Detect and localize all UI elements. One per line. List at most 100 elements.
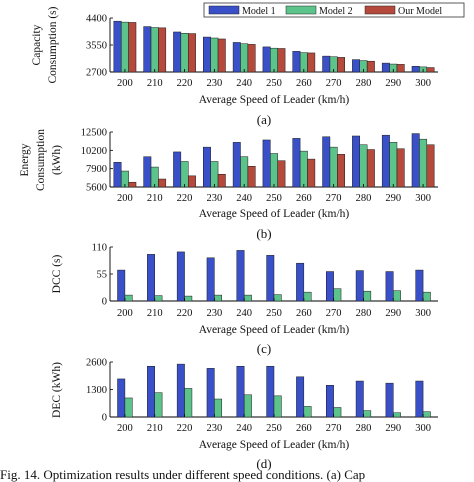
bar-model-1-210	[147, 254, 155, 302]
bar-model-1-270	[325, 385, 334, 418]
x-tick-label: 260	[296, 423, 312, 434]
x-tick-label: 300	[415, 193, 431, 204]
bar-our-model-280	[366, 60, 375, 73]
x-tick-label: 200	[117, 423, 133, 434]
x-axis-label: Average Speed of Leader (km/h)	[199, 208, 350, 220]
x-tick-label: 230	[206, 193, 222, 204]
legend-box	[203, 2, 465, 18]
x-tick-label: 280	[356, 308, 372, 319]
bar-model-2-220	[184, 295, 193, 302]
bar-model-1-220	[176, 251, 185, 302]
bar-model-1-240	[236, 365, 245, 418]
bar-model-2-250	[270, 153, 278, 188]
bar-model-2-290	[393, 290, 401, 302]
x-tick-label: 210	[147, 308, 163, 319]
legend-swatch-our-model	[364, 5, 396, 15]
bar-model-1-290	[385, 382, 394, 418]
bar-model-1-200	[113, 20, 122, 73]
bar-model-2-260	[303, 406, 312, 418]
x-tick-label: 230	[206, 308, 222, 319]
panel-label: (a)	[257, 112, 271, 127]
bar-model-1-280	[355, 380, 364, 418]
bar-model-2-200	[124, 397, 133, 418]
y-tick-label: 55	[97, 270, 108, 281]
bar-model-2-260	[299, 150, 308, 188]
bar-model-1-250	[266, 365, 275, 418]
bar-model-1-260	[292, 138, 301, 188]
bar-model-1-270	[322, 136, 331, 188]
x-tick-label: 280	[356, 193, 372, 204]
bar-our-model-240	[247, 166, 256, 188]
x-tick-label: 290	[385, 193, 401, 204]
y-tick-label: 110	[92, 243, 107, 254]
bar-model-1-260	[292, 51, 301, 73]
x-tick-label: 200	[117, 308, 133, 319]
bar-model-2-240	[240, 43, 249, 73]
bar-model-1-290	[385, 271, 394, 302]
bar-our-model-220	[187, 33, 196, 73]
x-tick-label: 270	[326, 308, 342, 319]
bar-model-1-290	[381, 62, 390, 73]
y-axis-label: Consumption	[35, 129, 47, 191]
bar-our-model-290	[396, 148, 405, 188]
bar-our-model-260	[307, 158, 316, 188]
bar-model-2-210	[154, 392, 163, 418]
y-axis-label: Consumption (s)	[47, 6, 59, 83]
bar-model-1-300	[415, 380, 424, 418]
figure-caption: Fig. 14. Optimization results under diff…	[0, 467, 365, 482]
x-tick-label: 290	[385, 423, 401, 434]
bar-model-2-280	[359, 144, 368, 188]
bar-model-2-240	[243, 294, 252, 302]
panel-label: (b)	[256, 226, 271, 241]
bar-model-1-290	[381, 134, 390, 188]
bar-model-2-200	[124, 294, 133, 302]
y-tick-label: 3550	[86, 41, 107, 52]
bar-model-1-240	[232, 42, 241, 73]
bar-model-2-300	[422, 291, 431, 302]
bar-our-model-260	[307, 52, 316, 73]
x-tick-label: 280	[356, 78, 372, 89]
bar-model-1-250	[262, 46, 271, 73]
legend-swatch-model-1	[208, 5, 240, 15]
x-tick-label: 300	[415, 423, 431, 434]
bar-model-1-210	[143, 156, 152, 188]
y-tick-label: 2600	[86, 358, 107, 369]
x-axis-label: Average Speed of Leader (km/h)	[199, 94, 350, 106]
bar-our-model-270	[337, 57, 345, 73]
bar-model-1-200	[117, 269, 126, 302]
bar-model-1-300	[411, 133, 420, 188]
chart-panel-2: 0 55 110 200 210 220 230 240 250 260 270 280 290 300 A…	[51, 243, 438, 356]
bar-our-model-250	[277, 48, 286, 73]
bar-model-2-280	[363, 410, 372, 418]
bar-model-2-220	[180, 32, 189, 73]
x-tick-label: 250	[266, 308, 282, 319]
y-tick-label: 0	[102, 413, 107, 424]
x-axis-label: Average Speed of Leader (km/h)	[199, 324, 350, 336]
bar-model-2-210	[154, 295, 163, 302]
x-tick-label: 220	[177, 308, 193, 319]
bar-model-2-230	[210, 37, 219, 73]
x-tick-label: 270	[326, 193, 342, 204]
y-tick-label: 7900	[86, 164, 107, 175]
bar-model-1-280	[352, 135, 361, 188]
y-tick-label: 2700	[86, 68, 107, 79]
bar-model-2-290	[393, 412, 401, 418]
x-tick-label: 250	[266, 193, 282, 204]
x-tick-label: 230	[206, 423, 222, 434]
x-tick-label: 240	[236, 308, 252, 319]
bar-our-model-210	[158, 178, 167, 188]
bar-model-1-300	[415, 269, 424, 302]
bar-our-model-210	[158, 27, 167, 73]
x-tick-label: 240	[236, 423, 252, 434]
y-axis-label: (kWh)	[51, 145, 63, 175]
x-tick-label: 200	[117, 193, 133, 204]
panel-label: (d)	[256, 456, 271, 471]
legend-label-our-model: Our Model	[398, 6, 442, 17]
panel-label: (c)	[257, 341, 271, 356]
bar-our-model-230	[217, 38, 226, 73]
bar-model-1-300	[411, 66, 420, 73]
bar-model-1-260	[296, 262, 305, 302]
bar-model-2-290	[389, 142, 398, 188]
x-tick-label: 270	[326, 423, 342, 434]
